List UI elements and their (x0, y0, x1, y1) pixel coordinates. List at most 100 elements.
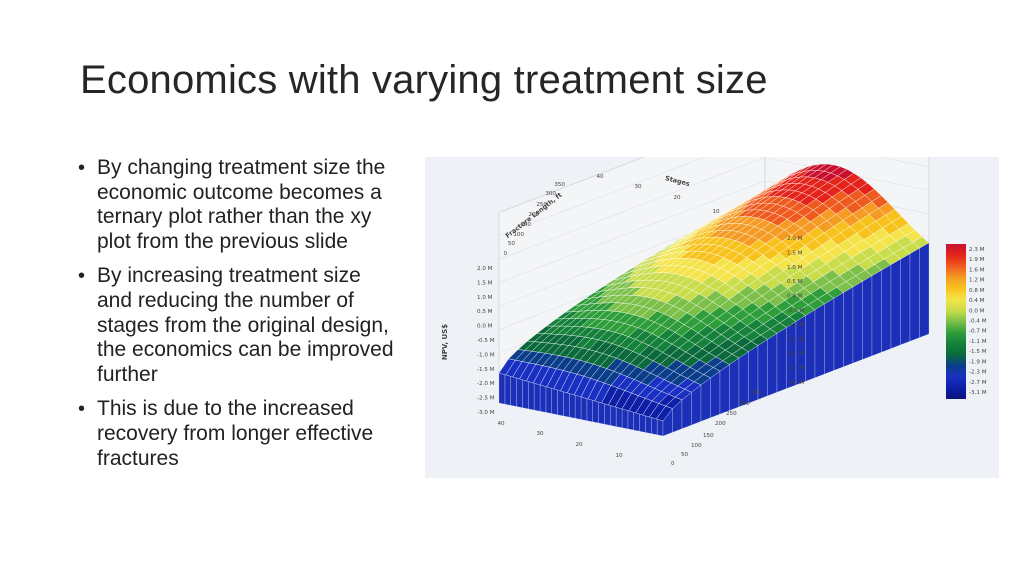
front-length-tick-label: 0 (671, 461, 675, 467)
colorbar (946, 244, 966, 399)
surface-skirt-left (516, 377, 523, 408)
surface-skirt-left (545, 386, 552, 414)
surface-skirt-left (586, 398, 593, 423)
bullet-item: • By changing treatment size the economi… (76, 156, 396, 254)
surface-skirt-left (504, 374, 511, 406)
surface-skirt-left (604, 403, 611, 426)
stages-tick-label: 40 (596, 174, 604, 180)
colorbar-tick-label: -1.5 M (969, 349, 987, 355)
surface-skirt-right (824, 297, 835, 375)
surface-skirt-left (522, 379, 529, 410)
front-length-tick-label: 250 (726, 411, 737, 417)
fracture-length-tick-label: 150 (520, 222, 531, 228)
surface-skirt-left (651, 417, 658, 436)
surface-skirt-left (615, 407, 623, 429)
surface-skirt-right (919, 242, 930, 338)
surface-skirt-right (738, 351, 749, 408)
surface-skirt-right (767, 333, 778, 397)
right-npv-tick-label: 2.0 M (787, 236, 803, 242)
stages-tick-label: 30 (634, 184, 642, 190)
colorbar-tick-label: 0.0 M (969, 308, 985, 314)
right-npv-tick-label: -0.5 M (787, 308, 805, 314)
surface-skirt-right (881, 264, 892, 353)
npv-tick-label: 1.5 M (477, 280, 493, 286)
surface-skirt-left (598, 401, 605, 425)
surface-skirt-right (890, 258, 901, 349)
surface-skirt-left (557, 389, 564, 417)
npv-tick-label: 1.0 M (477, 295, 493, 301)
surface-skirt-left (592, 400, 599, 424)
bullet-list: • By changing treatment size the economi… (76, 156, 396, 481)
surface-skirt-right (710, 370, 721, 419)
surface-skirt-left (574, 395, 582, 420)
surface-skirt-left (528, 381, 535, 411)
surface-skirt-left (621, 408, 629, 430)
colorbar-tick-label: 1.9 M (969, 257, 985, 263)
surface-skirt-left (498, 372, 506, 405)
surface-skirt-right (852, 281, 863, 364)
stages-tick-label: 10 (712, 209, 720, 215)
bullet-text: This is due to the increased recovery fr… (97, 397, 374, 470)
npv-tick-label: -2.0 M (477, 381, 495, 387)
fracture-length-tick-label: 0 (503, 251, 507, 257)
right-npv-tick-label: 0.0 M (787, 294, 803, 300)
colorbar-tick-label: -2.7 M (969, 380, 987, 386)
fracture-length-tick-label: 100 (513, 232, 524, 238)
slide-title: Economics with varying treatment size (80, 58, 768, 102)
surface-skirt-right (700, 377, 711, 422)
npv-tick-label: -0.5 M (477, 338, 495, 344)
bullet-dot-icon: • (78, 265, 86, 288)
front-length-tick-label: 200 (715, 421, 726, 427)
front-length-tick-label: 300 (739, 401, 750, 407)
front-stages-tick-label: 30 (536, 431, 544, 437)
front-stages-tick-label: 40 (497, 421, 505, 427)
surface-skirt-right (729, 357, 740, 411)
wall-gridline (498, 157, 930, 237)
bullet-dot-icon: • (78, 157, 86, 179)
right-npv-tick-label: -3.0 M (787, 380, 805, 386)
npv-axis-label: NPV, US$ (441, 324, 449, 360)
colorbar-tick-label: 2.3 M (969, 247, 985, 253)
bullet-item: • This is due to the increased recovery … (76, 397, 396, 471)
right-npv-tick-label: -1.0 M (787, 322, 805, 328)
surface-skirt-left (633, 412, 640, 432)
stages-tick-label: 20 (673, 195, 681, 201)
colorbar-tick-label: -3.1 M (969, 390, 987, 396)
surface-plot-figure: 2.0 M 1.5 M 1.0 M 0.5 M 0.0 M -0.5 M -1.0 M -1.… (425, 157, 999, 478)
right-npv-tick-label: -2.0 M (787, 351, 805, 357)
npv-tick-label: 2.0 M (477, 266, 493, 272)
surface-skirt-right (843, 286, 854, 368)
surface-plot-svg: 2.0 M 1.5 M 1.0 M 0.5 M 0.0 M -0.5 M -1.0 M -1.… (441, 157, 987, 467)
npv-tick-label: -2.5 M (477, 396, 495, 402)
right-npv-tick-label: -2.5 M (787, 366, 805, 372)
right-npv-tick-label: 0.5 M (787, 279, 803, 285)
fracture-length-tick-label: 350 (554, 182, 565, 188)
surface-skirt-left (533, 383, 541, 412)
surface-skirt-left (510, 376, 517, 407)
surface-skirt-left (656, 419, 664, 437)
npv-tick-label: 0.5 M (477, 309, 493, 315)
fracture-length-tick-label: 300 (545, 191, 556, 197)
colorbar-tick-label: -0.4 M (969, 319, 987, 325)
colorbar-tick-label: -0.7 M (969, 329, 987, 335)
surface-skirt-right (871, 269, 882, 357)
surface-skirt-left (580, 396, 588, 421)
surface-skirt-right (719, 364, 730, 415)
colorbar-tick-label: 0.8 M (969, 288, 985, 294)
bullet-text: By increasing treatment size and reducin… (97, 264, 394, 386)
front-stages-tick-label: 10 (615, 453, 623, 459)
front-length-tick-label: 100 (691, 443, 702, 449)
right-npv-tick-label: 1.5 M (787, 250, 803, 256)
surface-skirt-right (814, 303, 825, 378)
colorbar-tick-label: 0.4 M (969, 298, 985, 304)
surface-skirt-left (539, 384, 547, 413)
surface-skirt-right (805, 309, 816, 382)
surface-skirt-left (645, 415, 652, 434)
surface-skirt-right (776, 327, 787, 393)
front-length-tick-label: 50 (681, 452, 689, 458)
npv-tick-label: 0.0 M (477, 324, 493, 330)
surface-skirt-left (627, 410, 634, 431)
right-npv-tick-label: 1.0 M (787, 265, 803, 271)
fracture-length-tick-label: 250 (536, 202, 547, 208)
colorbar-tick-label: 1.2 M (969, 278, 985, 284)
